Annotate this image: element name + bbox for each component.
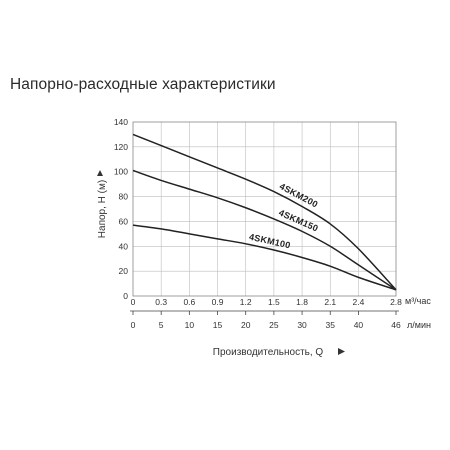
x-tick-label-lmin: 0 [131,320,136,330]
y-tick-label: 40 [119,241,129,251]
x-tick-label-m3h: 1.5 [268,297,280,307]
x-axis-label: Производительность, Q [213,347,324,358]
x-axis-ticks-m3h: 0 0.3 0.6 0.9 1.2 1.5 1.8 2.1 2.4 2.8 [131,297,403,307]
x-tick-label-lmin: 20 [241,320,251,330]
x-tick-label-lmin: 10 [185,320,195,330]
plot-frame [132,121,397,297]
x-unit-m3h: м³/час [405,296,431,306]
y-tick-label: 60 [119,216,129,226]
x-tick-label-m3h: 2.1 [324,297,336,307]
x-tick-label-m3h: 0.6 [183,297,195,307]
y-axis-label: Напор, Н (м) [97,180,108,238]
chart-heading: Напорно-расходные характеристики [10,76,276,93]
y-tick-label: 20 [119,266,129,276]
x-unit-lmin: л/мин [407,320,431,330]
x-tick-label-m3h: 2.8 [390,297,402,307]
x-tick-label-lmin: 46 [391,320,401,330]
y-tick-label: 140 [114,117,128,127]
x-axis-arrow-icon [338,348,345,355]
chart-grid [133,122,396,296]
curve-4skm100 [132,224,397,291]
series-label-4skm100: 4SKM100 [248,232,291,251]
curve-4skm150 [132,169,397,291]
x-tick-label-m3h: 1.2 [240,297,252,307]
x-tick-label-lmin: 40 [354,320,364,330]
x-tick-label-m3h: 0.9 [212,297,224,307]
x-tick-label-m3h: 0 [131,297,136,307]
x-tick-label-m3h: 2.4 [353,297,365,307]
x-tick-label-lmin: 35 [326,320,336,330]
y-axis-ticks: 0 20 40 60 80 100 120 140 [114,117,128,301]
x-tick-label-lmin: 15 [213,320,223,330]
y-tick-label: 100 [114,167,128,177]
chart-curves [132,133,397,291]
curve-4skm200 [132,133,397,291]
x-tick-label-lmin: 5 [159,320,164,330]
x-axis-ticks-lmin: 0 5 10 15 20 25 30 35 40 46 [131,311,401,330]
x-tick-label-lmin: 30 [297,320,307,330]
y-tick-label: 0 [123,291,128,301]
y-tick-label: 80 [119,192,129,202]
x-tick-label-lmin: 25 [269,320,279,330]
y-axis-arrow-icon [97,170,103,176]
x-tick-label-m3h: 0.3 [155,297,167,307]
y-tick-label: 120 [114,142,128,152]
x-tick-label-m3h: 1.8 [296,297,308,307]
